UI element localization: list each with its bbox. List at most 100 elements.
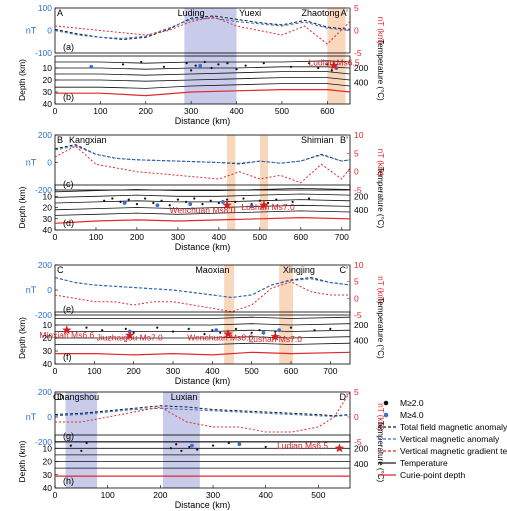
x-tick-label: 0 (53, 490, 58, 500)
isotherm-line (54, 204, 351, 211)
isotherm-line (55, 329, 351, 332)
depth-tick-label: 30 (43, 346, 53, 356)
series-line (54, 15, 351, 41)
event-dot-small (262, 62, 265, 65)
event-dot-small (121, 63, 125, 66)
temperature-axis-label: Temperature (°C) (376, 297, 385, 359)
y-tick-label: 200 (38, 260, 52, 270)
shaded-band (224, 265, 234, 364)
panel-label: (h) (63, 476, 74, 486)
depth-tick-label: 40 (43, 99, 53, 109)
x-axis-label: Distance (km) (175, 116, 231, 126)
x-tick-label: 300 (206, 490, 220, 500)
temperature-tick-label: 200 (354, 63, 368, 73)
legend-label: M≥2.0 (400, 398, 424, 408)
shaded-band (65, 392, 98, 488)
event-dot-small (187, 327, 190, 330)
event-dot-small (185, 62, 188, 65)
y-tick-label-right: 0 (354, 293, 359, 303)
earthquake-star (259, 200, 269, 210)
depth-axis-label: Depth (km) (17, 440, 27, 482)
isotherm-line (55, 342, 351, 345)
event-dot-small (313, 329, 316, 332)
event-dot-large (122, 201, 127, 205)
event-dot-small (103, 199, 106, 202)
y-tick-label: 0 (47, 26, 52, 36)
event-dot-small (156, 326, 159, 329)
x-tick-label: 100 (93, 106, 107, 116)
y-tick-label: 0 (47, 285, 52, 295)
isotherm-line (54, 199, 351, 204)
place-name: Shimian (301, 135, 334, 145)
event-dot-small (111, 197, 114, 200)
event-dot-small (188, 445, 191, 449)
earthquake-label: Lushan Ms7.0 (249, 334, 303, 344)
earthquake-star (223, 329, 233, 339)
depth-tick-label: 30 (43, 87, 53, 97)
curie-depth-line (55, 88, 351, 97)
x-tick-label: 400 (205, 366, 219, 376)
event-dot-small (234, 200, 237, 203)
event-dot-small (194, 64, 197, 67)
x-tick-label: 400 (212, 232, 226, 242)
earthquake-star (62, 325, 72, 335)
y-axis-label: nT (26, 26, 37, 36)
profile-end-label: C’ (340, 265, 349, 275)
panel-label: (a) (63, 42, 74, 52)
event-dot-small (242, 197, 245, 200)
depth-tick-label: 10 (43, 443, 53, 453)
curie-depth-line (54, 216, 351, 224)
x-tick-label: 400 (259, 490, 273, 500)
profile-end-label: D’ (340, 392, 349, 402)
event-dot-small (258, 329, 261, 332)
event-dot-small (266, 201, 270, 205)
event-dot-small (185, 200, 188, 203)
x-tick-label: 300 (184, 106, 198, 116)
event-dot-small (329, 327, 332, 330)
series-line (54, 17, 351, 39)
isotherm-line (55, 77, 351, 82)
y-axis-label-right: nT (km) (376, 17, 385, 45)
depth-tick-label: 40 (43, 483, 53, 493)
y-tick-label: -200 (35, 437, 52, 447)
temperature-axis-label: Temperature (°C) (376, 167, 385, 229)
event-dot-small (317, 66, 320, 70)
y-tick-label: -200 (35, 185, 52, 195)
panel-label: (f) (63, 352, 72, 362)
depth-tick-label: 10 (43, 191, 53, 201)
y-tick-label-right: -5 (354, 437, 362, 447)
shaded-band (279, 265, 293, 364)
y-axis-label-right: nT (km) (376, 403, 385, 431)
event-dot-small (124, 327, 127, 330)
event-dot-large (190, 443, 194, 448)
magnetic-panel-frame (54, 391, 351, 443)
event-dot-small (80, 449, 83, 452)
y-tick-label: 200 (38, 387, 52, 397)
temperature-tick-label: 400 (354, 459, 368, 469)
depth-tick-label: 20 (43, 75, 53, 85)
y-tick-label: -200 (35, 310, 52, 320)
event-dot-large (89, 64, 94, 69)
shaded-band (162, 392, 200, 488)
event-dot-small (201, 203, 204, 206)
y-tick-label-right: 5 (354, 148, 359, 158)
x-tick-label: 100 (89, 232, 103, 242)
profile-start-label: D (57, 392, 64, 402)
y-axis-label: nT (26, 412, 37, 422)
temperature-axis-label: Temperature (°C) (376, 421, 385, 483)
x-tick-label: 500 (253, 232, 267, 242)
x-tick-label: 700 (335, 232, 349, 242)
shaded-band (259, 135, 269, 230)
event-dot-small (203, 333, 206, 336)
event-dot-large (198, 63, 203, 68)
y-tick-label-right: -5 (354, 310, 362, 320)
series-line (54, 407, 351, 417)
earthquake-star (222, 200, 232, 210)
temperature-tick-label: 400 (354, 205, 368, 215)
event-dot-large (277, 328, 282, 333)
earthquake-star (334, 443, 345, 453)
x-tick-label: 700 (323, 366, 337, 376)
depth-tick-label: 20 (43, 203, 53, 213)
event-dot-small (289, 326, 293, 329)
